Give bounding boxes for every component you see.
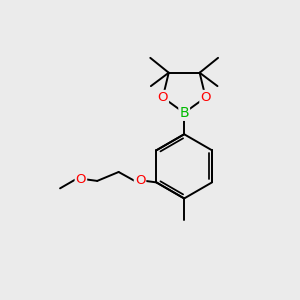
Text: O: O: [76, 173, 86, 186]
Text: B: B: [179, 106, 189, 120]
Text: O: O: [200, 91, 211, 104]
Text: O: O: [135, 174, 145, 188]
Text: O: O: [158, 91, 168, 104]
